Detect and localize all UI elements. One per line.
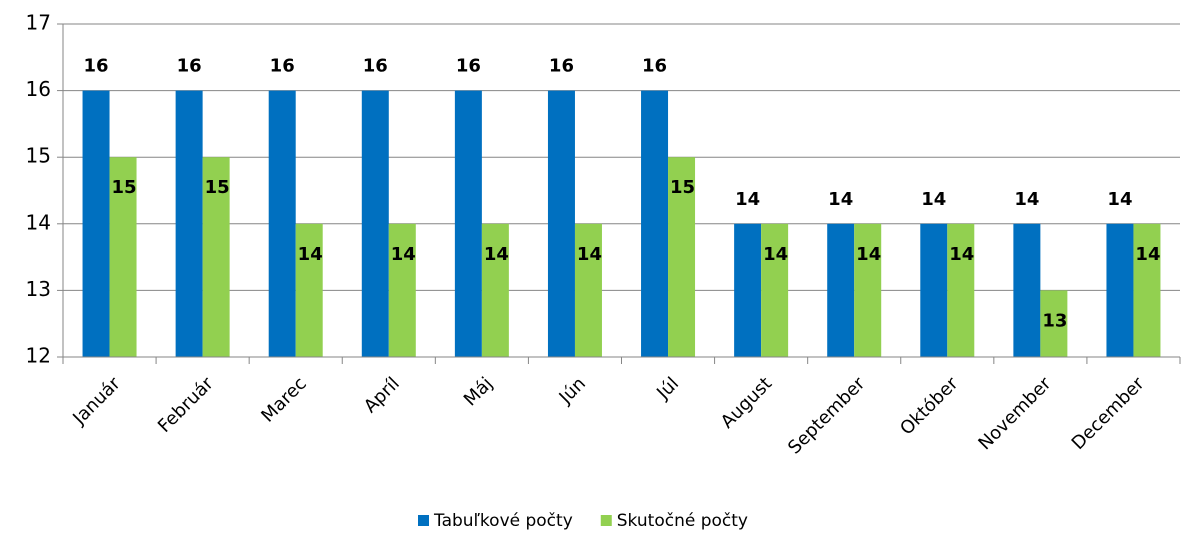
bar	[920, 223, 948, 357]
data-label: 14	[1107, 189, 1132, 210]
bar	[388, 223, 416, 357]
bar	[481, 223, 509, 357]
legend-label: Tabuľkové počty	[433, 511, 573, 531]
x-tick-label: Február	[154, 373, 218, 437]
x-tick-label: November	[974, 373, 1055, 454]
bar	[1040, 290, 1068, 357]
x-tick-label: Október	[896, 373, 963, 440]
data-label: 16	[84, 56, 109, 77]
data-label: 16	[642, 56, 667, 77]
data-label: 14	[391, 244, 416, 265]
x-tick-label: September	[784, 373, 870, 459]
bar	[454, 90, 482, 357]
data-label: 14	[856, 244, 881, 265]
bar	[268, 90, 296, 357]
legend-swatch	[418, 515, 429, 526]
bar	[1106, 223, 1134, 357]
x-tick-label: Júl	[652, 373, 683, 404]
y-tick-label: 16	[26, 77, 51, 101]
y-tick-label: 15	[26, 144, 51, 168]
data-label: 14	[577, 244, 602, 265]
x-tick-label: Jún	[555, 373, 590, 408]
bar	[574, 223, 602, 357]
data-label: 15	[670, 177, 695, 198]
data-label: 16	[456, 56, 481, 77]
bar	[947, 223, 975, 357]
legend-swatch	[600, 515, 612, 526]
bar	[827, 223, 855, 357]
data-label: 14	[921, 189, 946, 210]
data-label: 14	[828, 189, 853, 210]
bar	[175, 90, 203, 357]
data-label: 16	[363, 56, 388, 77]
x-tick-label: Máj	[460, 373, 497, 410]
data-label: 16	[549, 56, 574, 77]
data-label: 14	[949, 244, 974, 265]
bar	[641, 90, 669, 357]
data-label: 13	[1042, 310, 1067, 331]
y-tick-label: 12	[26, 344, 51, 368]
data-label: 14	[763, 244, 788, 265]
x-tick-label: Január	[68, 373, 125, 430]
x-tick-label: Marec	[257, 373, 310, 426]
data-label: 14	[1135, 244, 1160, 265]
data-label: 16	[177, 56, 202, 77]
bar	[668, 157, 696, 357]
y-tick-label: 13	[26, 277, 51, 301]
data-label: 14	[298, 244, 323, 265]
data-label: 14	[484, 244, 509, 265]
bar	[109, 157, 137, 357]
x-tick-label: December	[1068, 373, 1149, 454]
bar	[761, 223, 789, 357]
bar	[295, 223, 323, 357]
bar	[547, 90, 575, 357]
data-label: 14	[735, 189, 760, 210]
bar	[734, 223, 762, 357]
bar	[1133, 223, 1161, 357]
y-tick-label: 17	[26, 11, 51, 35]
x-tick-label: Apríl	[360, 373, 404, 417]
y-tick-label: 14	[26, 210, 51, 234]
bar	[854, 223, 882, 357]
x-tick-label: August	[717, 373, 776, 432]
data-label: 15	[112, 177, 137, 198]
bar	[202, 157, 230, 357]
data-label: 14	[1014, 189, 1039, 210]
legend-label: Skutočné počty	[617, 511, 748, 531]
bar	[82, 90, 110, 357]
bar	[361, 90, 389, 357]
data-label: 15	[205, 177, 230, 198]
bar	[1013, 223, 1041, 357]
data-label: 16	[270, 56, 295, 77]
